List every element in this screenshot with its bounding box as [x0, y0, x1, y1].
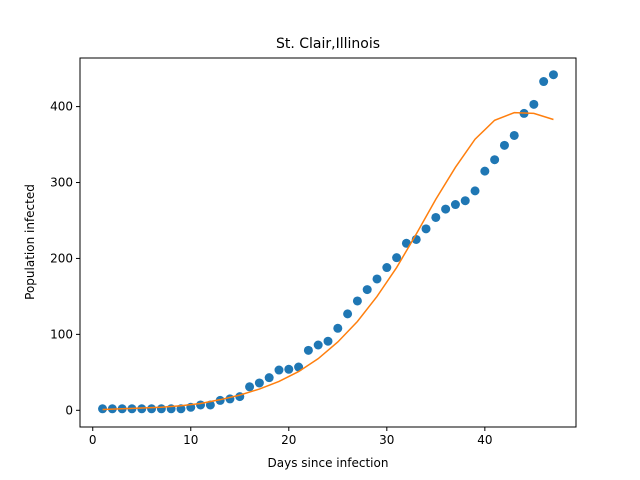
data-point: [284, 364, 294, 374]
data-point: [245, 382, 255, 392]
data-point: [343, 309, 353, 319]
data-point: [254, 378, 264, 388]
data-point: [264, 373, 274, 383]
fitted-curve: [102, 111, 554, 411]
data-point: [333, 323, 343, 333]
data-point: [372, 274, 382, 284]
x-axis-label: Days since infection: [268, 456, 389, 470]
data-point: [470, 186, 480, 196]
plot-frame: [79, 57, 577, 428]
x-tick-label: 20: [281, 433, 296, 447]
y-tick-label: 400: [50, 100, 73, 114]
data-point: [147, 404, 157, 414]
x-tick-label: 40: [477, 433, 492, 447]
data-point: [274, 365, 284, 375]
data-point: [137, 404, 147, 414]
y-tick-label: 0: [65, 403, 73, 417]
x-tick-label: 30: [379, 433, 394, 447]
data-point: [529, 99, 539, 109]
y-axis-label: Population infected: [23, 184, 37, 300]
data-point: [196, 400, 206, 410]
data-point: [499, 140, 509, 150]
plot-area: [98, 70, 558, 414]
data-point: [382, 263, 392, 273]
chart-title: St. Clair,Illinois: [276, 36, 380, 52]
data-point: [431, 212, 441, 222]
x-tick-label: 10: [183, 433, 198, 447]
data-point: [548, 70, 558, 80]
data-point: [352, 296, 362, 306]
data-point: [98, 404, 108, 414]
y-tick-label: 300: [50, 176, 73, 190]
y-tick-label: 100: [50, 327, 73, 341]
data-point: [225, 394, 235, 404]
data-point: [303, 345, 313, 355]
data-point: [450, 200, 460, 210]
data-point: [441, 204, 451, 214]
data-point: [156, 404, 166, 414]
data-point: [480, 166, 490, 176]
data-point: [401, 238, 411, 248]
data-point: [539, 77, 549, 87]
data-point: [323, 336, 333, 346]
data-point: [509, 130, 519, 140]
data-point: [362, 285, 372, 295]
data-point: [460, 196, 470, 206]
data-point: [490, 155, 500, 165]
data-point: [392, 253, 402, 263]
x-tick-label: 0: [89, 433, 97, 447]
y-tick-label: 200: [50, 251, 73, 265]
data-point: [421, 224, 431, 234]
data-point: [313, 340, 323, 350]
